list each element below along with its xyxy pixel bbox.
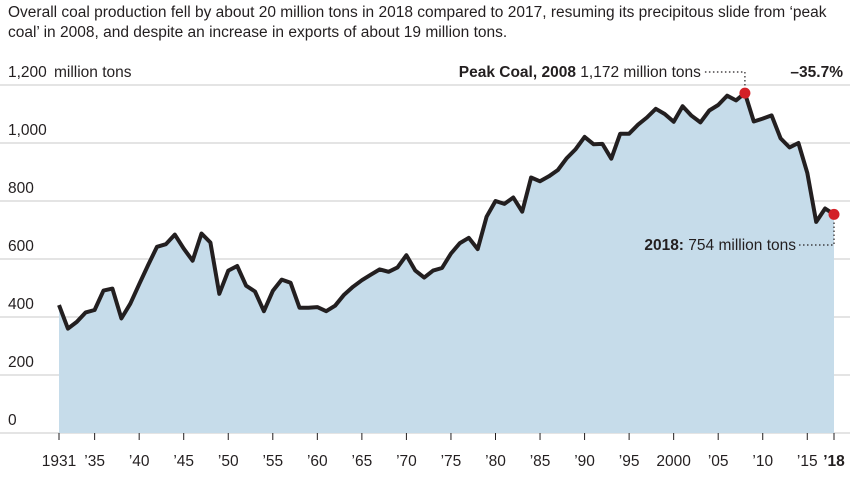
- change-label: –35.7%: [790, 64, 843, 81]
- peak-annotation: Peak Coal, 2008 1,172 million tons: [459, 64, 701, 81]
- x-tick-label: ’70: [396, 453, 417, 470]
- y-tick-label: 1,200: [8, 64, 47, 81]
- latest-marker: [828, 208, 840, 220]
- x-tick-label: ’85: [530, 453, 551, 470]
- production-line: [57, 91, 836, 331]
- x-tick-label: ’95: [619, 453, 640, 470]
- x-tick-label: ’55: [262, 453, 283, 470]
- latest-annotation: 2018: 754 million tons: [644, 237, 796, 254]
- y-tick-label: 200: [8, 354, 34, 371]
- x-tick-label: 2000: [656, 453, 691, 470]
- peak-annotation-bold: Peak Coal, 2008: [459, 64, 577, 81]
- y-tick-label: 800: [8, 180, 34, 197]
- x-tick-label: ’35: [84, 453, 105, 470]
- peak-leader-line: [704, 71, 746, 88]
- y-tick-label: 1,000: [8, 122, 47, 139]
- x-tick-label: ’60: [307, 453, 328, 470]
- y-tick-label: 400: [8, 296, 34, 313]
- x-tick-label: ’50: [218, 453, 239, 470]
- peak-annotation-text: 1,172 million tons: [580, 64, 701, 81]
- x-tick-label: ’18: [823, 453, 845, 470]
- latest-annotation-bold: 2018:: [644, 237, 684, 254]
- annotations: Peak Coal, 2008 1,172 million tons 2018: …: [459, 64, 840, 254]
- x-tick-label: ’65: [352, 453, 373, 470]
- x-tick-label: ’05: [708, 453, 729, 470]
- y-tick-label: 0: [8, 412, 17, 429]
- x-tick-label: ’10: [752, 453, 773, 470]
- peak-marker: [739, 87, 751, 99]
- x-tick-label: ’45: [173, 453, 194, 470]
- y-axis-ticks: 0 200 400 600 800 1,000 1,200: [8, 64, 47, 429]
- x-axis-ticks: 1931 ’35 ’40 ’45 ’50 ’55 ’60 ’65 ’70 ’75 ’80 ’85 ’90…: [42, 433, 845, 470]
- chart-subtitle: Overall coal production fell by about 20…: [8, 4, 827, 41]
- x-tick-label: 1931: [42, 453, 76, 470]
- x-tick-label: ’15: [797, 453, 818, 470]
- x-tick-label: ’40: [129, 453, 150, 470]
- x-tick-label: ’80: [485, 453, 506, 470]
- y-tick-label: 600: [8, 238, 34, 255]
- latest-annotation-text: 754 million tons: [688, 237, 796, 254]
- x-tick-label: ’90: [574, 453, 595, 470]
- y-axis-unit-label: million tons: [54, 64, 132, 81]
- x-tick-label: ’75: [441, 453, 462, 470]
